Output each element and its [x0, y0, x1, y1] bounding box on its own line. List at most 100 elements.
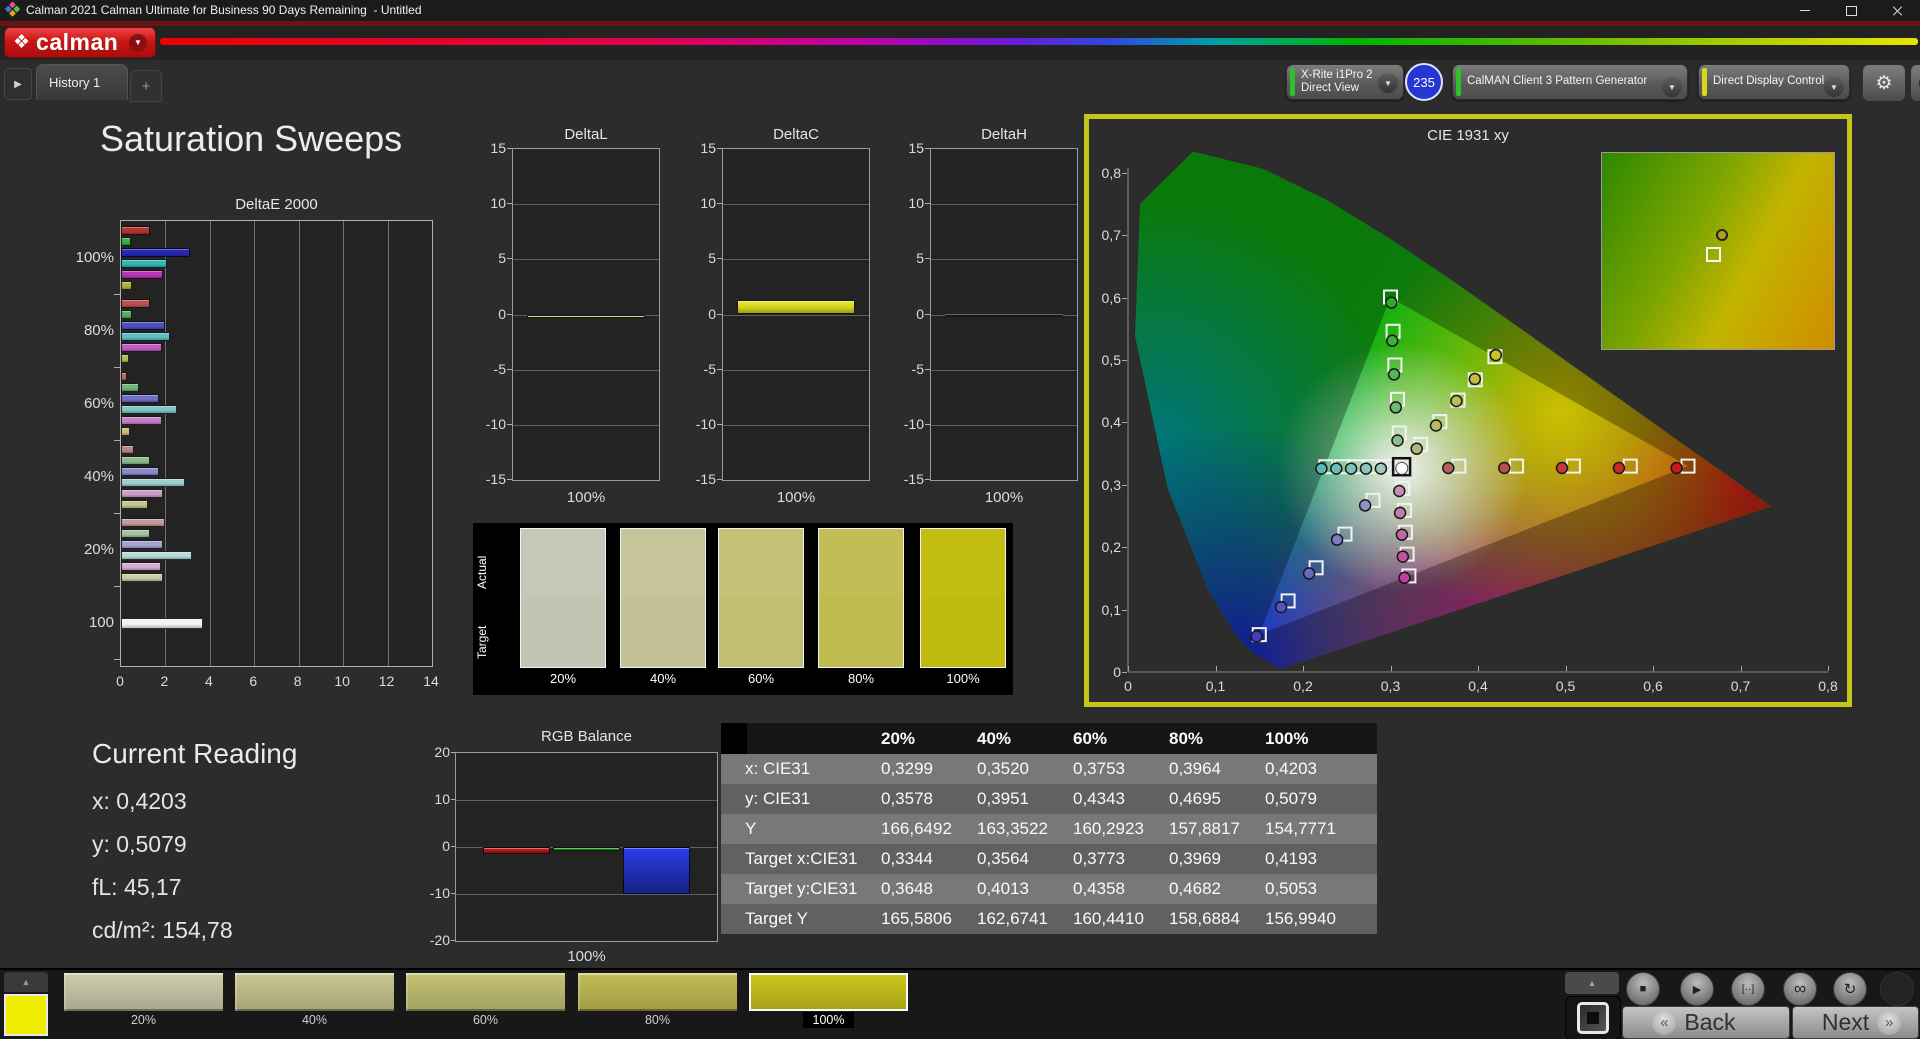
- pattern-generator-status-indicator: [1456, 68, 1461, 96]
- y-tick: [114, 659, 120, 660]
- swatch-80%: [818, 528, 904, 668]
- pattern-swatch-20%[interactable]: [64, 973, 223, 1011]
- cell-x: CIE31-100%: 0,4203: [1265, 759, 1317, 778]
- add-tab-button[interactable]: +: [130, 70, 162, 102]
- deltae-bar-60%-5: [121, 427, 130, 436]
- y-tick: [451, 893, 455, 894]
- minimize-button[interactable]: [1782, 0, 1828, 21]
- deltae-plot: [120, 220, 433, 667]
- deltae-bar-100%-3: [121, 259, 167, 268]
- deltae-bar-40%-5: [121, 500, 148, 509]
- pattern-swatch-80%[interactable]: [578, 973, 737, 1011]
- cie-y-tick: [1122, 609, 1127, 611]
- actual-target-swatch-strip: Actual Target 20% 40% 60% 80% 100%: [473, 523, 1013, 695]
- swatch-label: 20%: [549, 671, 577, 686]
- refresh-button[interactable]: ↻: [1833, 972, 1867, 1006]
- y-tick-label: -5: [703, 360, 716, 377]
- current-reading-x: x: 0,4203: [92, 788, 187, 814]
- workflow-panel-button[interactable]: [1910, 64, 1920, 102]
- cie-x-tick: [1740, 666, 1742, 671]
- y-tick: [925, 368, 930, 370]
- gridline: [723, 424, 869, 426]
- deltae-bar-80%-3: [121, 332, 170, 341]
- display-control-dropdown[interactable]: Direct Display Control ▼: [1698, 64, 1850, 100]
- y-tick: [114, 586, 120, 587]
- y-tick: [507, 203, 512, 205]
- pattern-generator-dropdown[interactable]: CalMAN Client 3 Pattern Generator ▼: [1452, 64, 1688, 100]
- maximize-icon: [1845, 5, 1857, 16]
- tab-history-1[interactable]: History 1: [36, 64, 128, 100]
- cie-x-tick-label: 0,7: [1730, 678, 1751, 694]
- gridline: [931, 424, 1077, 426]
- cell-Target Y-80%: 158,6884: [1169, 909, 1240, 928]
- settings-button[interactable]: ⚙: [1862, 64, 1906, 102]
- cell-Target Y-20%: 165,5806: [881, 909, 952, 928]
- measured-cyan-3: [1344, 462, 1358, 475]
- deltae-bar-100%-2: [121, 248, 190, 257]
- y-tick: [114, 294, 120, 295]
- cie-x-tick-label: 0,1: [1205, 678, 1226, 694]
- swatch-100%: [920, 528, 1006, 668]
- cie-y-tick-label: 0,1: [1101, 601, 1121, 618]
- close-button[interactable]: [1874, 0, 1920, 21]
- brand-row: ❖ calman ▼: [0, 26, 1920, 60]
- calman-menu-button[interactable]: ❖ calman ▼: [4, 27, 156, 58]
- measured-yellow-4: [1468, 372, 1482, 386]
- y-tick-label: 15: [700, 140, 716, 156]
- display-mode-button[interactable]: [1565, 996, 1621, 1039]
- next-button[interactable]: Next »: [1792, 1006, 1919, 1039]
- meter-reading-badge[interactable]: 235: [1405, 63, 1443, 101]
- pattern-swatch-60%[interactable]: [406, 973, 565, 1011]
- y-tick: [717, 368, 722, 370]
- deltae-bar-80%-5: [121, 354, 129, 363]
- meter-status-indicator: [1290, 68, 1295, 96]
- deltae-bar-100%-1: [121, 237, 131, 246]
- cie-x-tick-label: 0,4: [1468, 678, 1488, 694]
- table-header: 20% 40% 60% 80% 100%: [721, 723, 1377, 754]
- next-label: Next: [1821, 1009, 1870, 1035]
- group-label: 80%: [83, 322, 114, 339]
- y-tick-label: 0: [442, 838, 450, 854]
- cie-y-tick: [1122, 297, 1127, 299]
- y-tick: [925, 148, 930, 149]
- pattern-panel-expand-button[interactable]: ▲: [4, 972, 48, 992]
- gear-icon: ⚙: [1875, 72, 1893, 94]
- current-pattern-swatch[interactable]: [4, 994, 48, 1036]
- deltaH-title: DeltaH: [981, 126, 1027, 143]
- x-tick-label: 14: [423, 673, 439, 689]
- cell-x: CIE31-40%: 0,3520: [977, 759, 1029, 778]
- deltae-bar-20%-1: [121, 529, 150, 538]
- column-header-40%: 40%: [977, 728, 1012, 748]
- cie-y-tick-label: 0,4: [1101, 414, 1121, 431]
- swatch-label: 80%: [847, 671, 875, 686]
- cie-x-tick-label: 0: [1124, 678, 1132, 694]
- rgb-title: RGB Balance: [541, 728, 632, 745]
- maximize-button[interactable]: [1828, 0, 1874, 21]
- cell-y: CIE31-80%: 0,4695: [1169, 789, 1221, 808]
- back-button[interactable]: « Back: [1622, 1006, 1790, 1039]
- transport-panel-expand-button[interactable]: ▲: [1565, 972, 1619, 994]
- gridline: [513, 259, 659, 261]
- cie-chromaticity-diagram: [1127, 151, 1828, 673]
- pattern-swatch-label: 60%: [472, 1013, 499, 1027]
- deltaH-bar: [945, 313, 1063, 317]
- gridline: [343, 221, 345, 666]
- gridline: [254, 221, 256, 666]
- x-tick-label: 4: [204, 673, 213, 689]
- loop-button[interactable]: ∞: [1783, 972, 1817, 1006]
- frames-button[interactable]: [··]: [1731, 972, 1765, 1006]
- tab-scroll-left-button[interactable]: ▶: [4, 68, 32, 100]
- stop-icon: ■: [1639, 983, 1647, 995]
- pattern-control-bar: ▲ 20% 40% 60% 80% 100% ▲ ■ ▶ [··] ∞ ↻ « Back Nex…: [0, 968, 1920, 1039]
- cell-Target Y-40%: 162,6741: [977, 909, 1048, 928]
- meter-dropdown[interactable]: X-Rite i1Pro 2 Direct View ▼: [1286, 64, 1404, 100]
- deltae-bar-60%-0: [121, 372, 127, 381]
- stop-button[interactable]: ■: [1626, 972, 1660, 1006]
- gridline: [513, 424, 659, 426]
- pattern-swatch-label: 20%: [130, 1013, 157, 1027]
- play-button[interactable]: ▶: [1680, 972, 1714, 1006]
- y-tick: [925, 258, 930, 260]
- measured-cyan-1: [1374, 462, 1388, 475]
- pattern-swatch-40%[interactable]: [235, 973, 394, 1011]
- pattern-swatch-100%[interactable]: [749, 973, 908, 1011]
